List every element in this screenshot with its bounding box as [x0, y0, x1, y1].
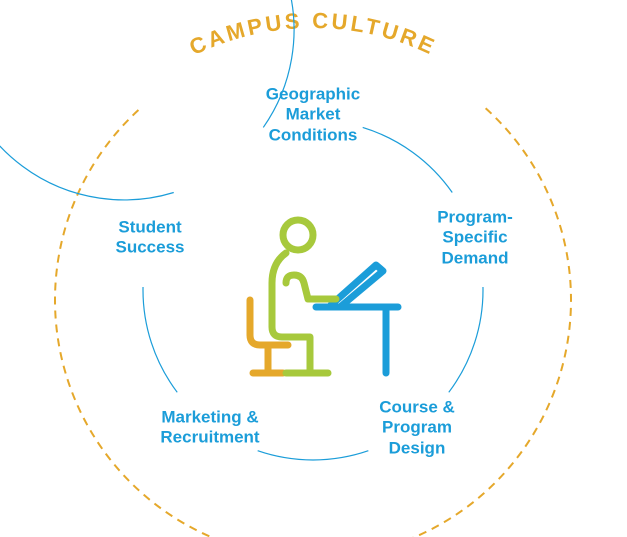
- outer-dashed-ring: [55, 108, 571, 537]
- spoke-label: Marketing & Recruitment: [160, 408, 259, 449]
- spoke-label: Course & Program Design: [379, 397, 455, 458]
- spoke-label: Student Success: [116, 218, 185, 259]
- outer-title: CAMPUS CULTURE: [185, 8, 440, 60]
- person-at-laptop-icon: [250, 220, 398, 373]
- inner-ring-arc: [363, 127, 453, 192]
- inner-ring-arc: [258, 451, 369, 460]
- spoke-label: Geographic Market Conditions: [266, 84, 360, 145]
- inner-ring-arc: [449, 287, 483, 392]
- diagram-svg: CAMPUS CULTURE: [0, 0, 627, 537]
- inner-ring-arc: [143, 287, 177, 392]
- campus-culture-diagram: CAMPUS CULTURE Geographic Market Conditio…: [0, 0, 627, 537]
- spoke-label: Program- Specific Demand: [437, 207, 513, 268]
